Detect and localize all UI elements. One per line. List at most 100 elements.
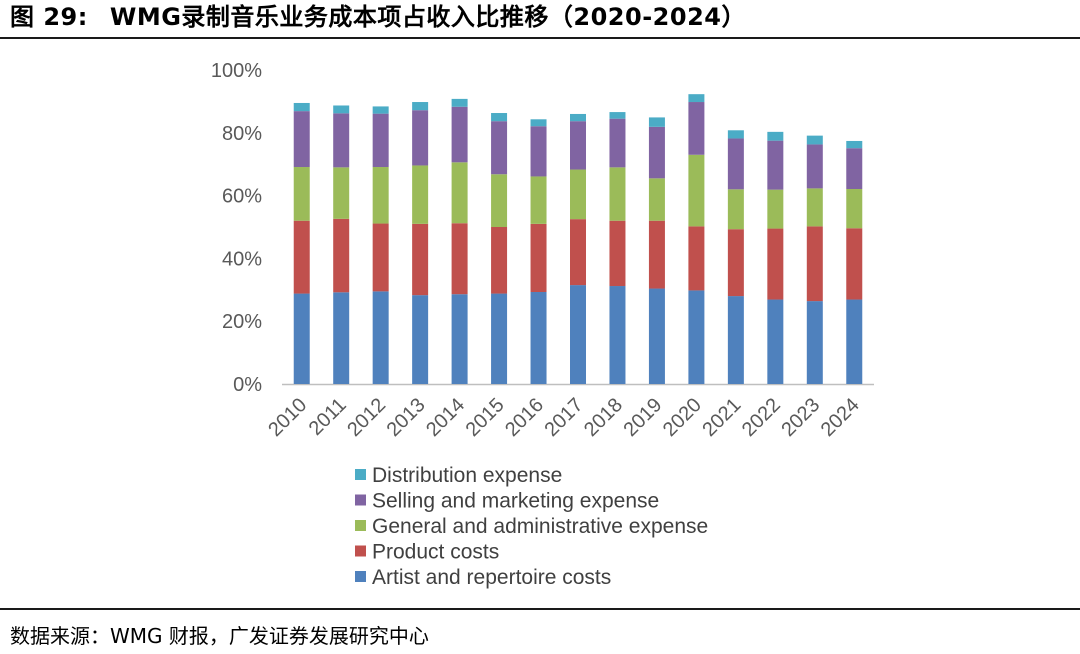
bar-segment [767,131,784,141]
bar-segment [333,113,350,168]
bar-segment [451,98,468,107]
bar-segment [372,223,389,292]
bar-segment [767,189,784,229]
figure-title-text: WMG录制音乐业务成本项占收入比推移（2020-2024） [109,3,746,31]
bar-segment [412,165,429,224]
legend-label: Selling and marketing expense [372,490,659,513]
x-tick-label: 2015 [462,394,509,441]
bar-segment [609,112,626,119]
bar-segment [767,140,784,190]
bar-segment [727,130,744,139]
x-tick-label: 2018 [580,394,627,441]
legend-swatch [355,545,366,557]
bar-segment [648,178,665,221]
bar-segment [412,223,429,296]
y-tick-label: 20% [222,311,262,333]
y-tick-label: 80% [222,123,262,145]
x-tick-label: 2010 [264,394,311,441]
bar-segment [767,228,784,300]
bar-segment [806,135,823,145]
bar-segment [727,229,744,297]
bar-segment [648,117,665,127]
bar-segment [293,220,310,294]
bar-segment [570,113,586,122]
bar-segment [530,223,547,292]
legend-swatch [355,520,366,531]
x-tick-label: 2019 [619,394,666,441]
figure-title: 图 29: WMG录制音乐业务成本项占收入比推移（2020-2024） [10,0,746,36]
bar-segment [530,291,547,384]
bar-segment [491,227,508,294]
x-tick-label: 2012 [343,394,390,441]
bar-segment [570,121,586,170]
bar-segment [451,162,468,224]
bar-segment [451,106,468,163]
x-tick-label: 2024 [817,394,864,441]
bar-segment [333,105,350,114]
bar-segment [648,220,665,289]
bar-segment [451,294,468,384]
bottom-rule [0,608,1080,610]
bar-segment [609,118,626,168]
bar-segment [530,176,547,224]
bar-segment [372,291,389,384]
figure-label: 图 29: [10,3,88,31]
bar-segment [491,121,508,175]
legend-label: Product costs [372,541,499,564]
bar-segment [293,167,310,221]
source-note: 数据来源：WMG 财报，广发证券发展研究中心 [10,624,429,648]
legend-swatch [355,469,366,480]
bar-segment [727,189,744,230]
bar-segment [609,220,626,287]
bar-segment [688,226,705,291]
bar-segment [570,219,586,286]
legend-swatch [355,571,366,582]
bar-segment [491,174,508,227]
bar-segment [293,102,310,112]
bar-segment [530,126,547,177]
y-tick-label: 100% [211,60,262,82]
y-tick-label: 60% [222,186,262,208]
bar-segment [806,144,823,189]
bar-segment [412,110,429,166]
y-tick-label: 40% [222,248,262,270]
legend-label: Artist and repertoire costs [372,566,611,589]
bar-segment [333,167,350,219]
bar-segment [846,189,863,229]
bar-segment [333,218,350,293]
bar-segment [412,295,429,384]
bar-segment [530,119,547,127]
x-tick-label: 2016 [501,394,548,441]
bar-segment [846,228,863,300]
bar-segment [372,113,389,168]
bar-segment [570,285,586,384]
x-tick-label: 2023 [777,394,824,441]
legend-label: Distribution expense [372,464,562,487]
bar-segment [451,223,468,295]
legend-label: General and administrative expense [372,515,708,538]
bar-segment [688,94,705,103]
x-tick-label: 2017 [541,394,588,441]
y-tick-label: 0% [233,374,262,396]
bar-segment [412,102,429,111]
bar-segment [293,293,310,384]
bar-segment [727,138,744,190]
legend-swatch [355,494,366,506]
bar-segment [727,296,744,384]
bar-segment [372,167,389,224]
bar-segment [806,188,823,227]
x-tick-label: 2021 [698,394,745,441]
x-tick-label: 2014 [422,394,469,441]
top-rule [0,37,1080,39]
bar-segment [293,111,310,168]
bar-segment [648,288,665,384]
bar-segment [648,126,665,179]
bar-segment [806,226,823,302]
bar-segment [846,140,863,149]
bar-segment [688,102,705,155]
x-tick-label: 2013 [383,394,430,441]
bar-segment [688,154,705,227]
bar-segment [609,167,626,221]
bar-segment [846,299,863,384]
